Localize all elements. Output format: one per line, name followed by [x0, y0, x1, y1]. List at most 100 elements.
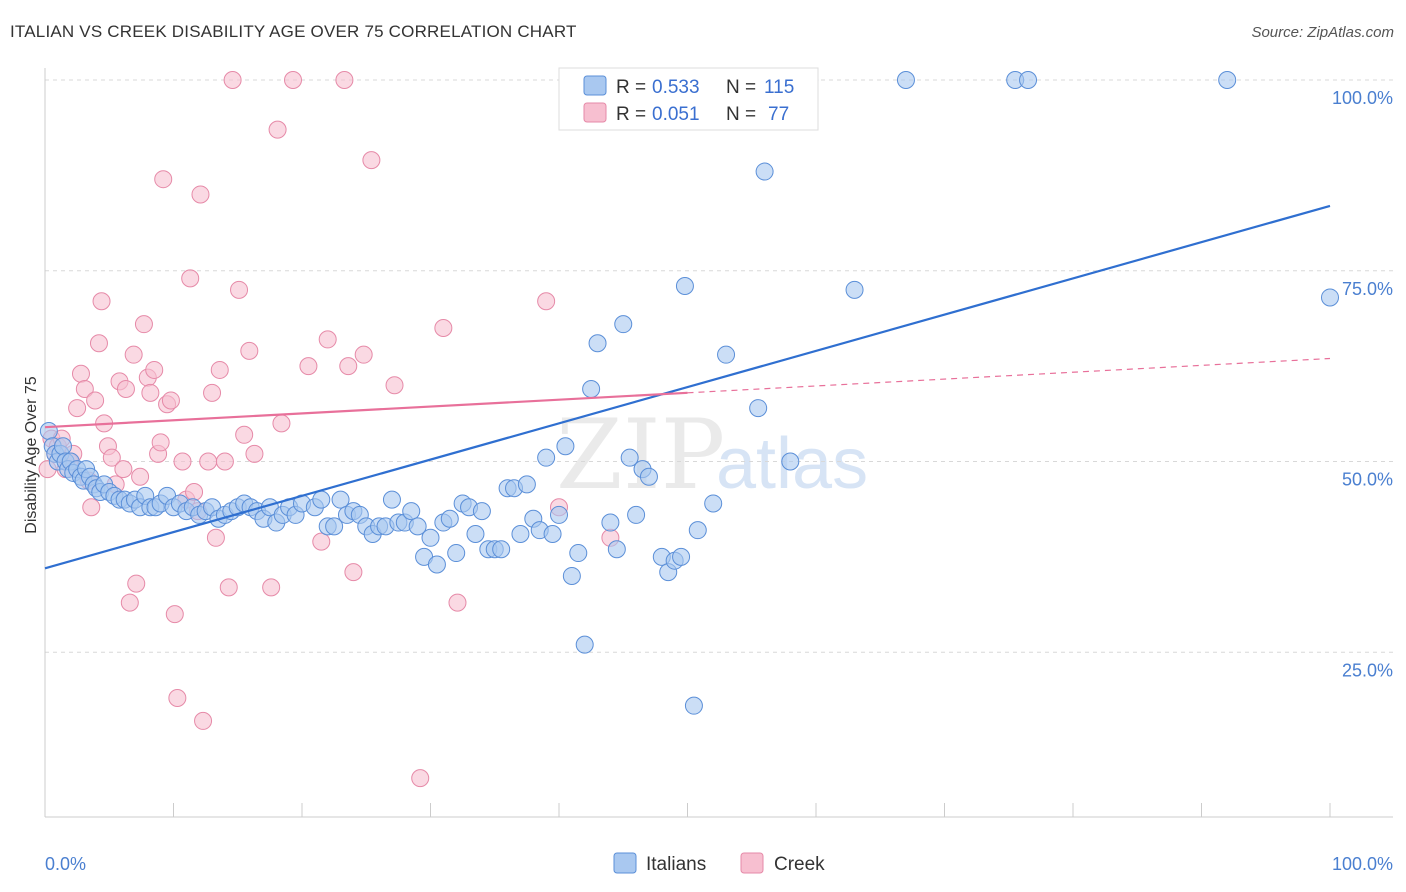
legend-top: R = 0.533 N = 115 R = 0.051 N = 77	[558, 67, 819, 131]
italians-point-119	[896, 71, 915, 89]
italians-points	[39, 71, 1339, 715]
legend-bottom-italians-swatch	[613, 852, 637, 874]
italians-point-112	[717, 345, 736, 364]
creek-point-37	[168, 689, 187, 708]
italians-point-89	[543, 524, 562, 543]
creek-trendline	[44, 391, 688, 429]
italians-point-81	[492, 540, 511, 559]
creek-point-22	[116, 380, 135, 399]
legend-bottom-creek-label: Creek	[774, 854, 825, 875]
creek-point-23	[120, 593, 139, 612]
legend-bottom: Italians Creek	[613, 852, 825, 875]
creek-point-71	[448, 593, 467, 612]
italians-point-67	[402, 502, 421, 521]
creek-point-56	[262, 578, 281, 597]
italians-point-108	[675, 277, 694, 296]
creek-point-70	[434, 318, 453, 337]
grid-lines	[45, 79, 1393, 653]
italians-point-70	[421, 528, 440, 547]
creek-point-53	[235, 425, 254, 444]
italians-point-98	[607, 540, 626, 559]
creek-point-30	[145, 360, 164, 379]
legend-italians-n-value: 115	[764, 77, 794, 98]
italians-point-109	[684, 696, 703, 715]
creek-point-46	[203, 383, 222, 402]
italians-point-99	[614, 315, 633, 334]
creek-point-40	[181, 269, 200, 288]
italians-point-97	[601, 513, 620, 532]
creek-trendline-extension	[687, 357, 1331, 394]
creek-point-55	[245, 444, 264, 463]
italians-point-114	[755, 162, 774, 181]
creek-point-44	[194, 711, 213, 730]
italians-point-93	[569, 544, 588, 563]
creek-point-58	[272, 414, 291, 433]
creek-point-21	[114, 460, 133, 479]
italians-point-94	[575, 635, 594, 654]
legend-italians-r-label: R =	[616, 77, 646, 98]
creek-point-61	[312, 532, 331, 551]
creek-point-48	[210, 360, 229, 379]
creek-point-32	[151, 433, 170, 452]
italians-point-121	[1019, 71, 1038, 89]
watermark-zip: ZIP	[556, 399, 725, 511]
italians-point-5	[53, 437, 72, 456]
creek-point-68	[385, 376, 404, 395]
creek-point-9	[71, 364, 90, 383]
creek-point-45	[199, 452, 218, 471]
creek-point-65	[344, 563, 363, 582]
legend-bottom-creek-swatch	[740, 852, 764, 874]
italians-point-101	[627, 505, 646, 524]
y-axis-label: Disability Age Over 75	[23, 376, 40, 534]
creek-point-13	[86, 391, 105, 410]
legend-creek-n-label: N =	[726, 104, 756, 125]
y-tick-labels: 25.0% 50.0% 75.0% 100.0%	[1332, 88, 1393, 680]
italians-point-68	[408, 517, 427, 536]
creek-point-24	[124, 345, 143, 364]
creek-point-18	[102, 448, 121, 467]
italians-point-113	[749, 399, 768, 418]
creek-point-33	[154, 170, 173, 189]
italians-point-110	[688, 521, 707, 540]
italians-point-123	[1321, 288, 1339, 307]
italians-point-115	[781, 452, 800, 471]
legend-italians-n-label: N =	[726, 77, 756, 98]
source-credit: Source: ZipAtlas.com	[1251, 24, 1394, 41]
creek-point-62	[318, 330, 337, 349]
creek-point-8	[68, 399, 87, 418]
creek-point-69	[411, 769, 430, 788]
creek-point-50	[219, 578, 238, 597]
italians-point-107	[672, 547, 691, 566]
legend-italians-swatch	[583, 75, 607, 96]
italians-point-90	[550, 505, 568, 524]
italians-point-100	[620, 448, 639, 467]
legend-bottom-italians-label: Italians	[646, 854, 706, 875]
legend-creek-r-label: R =	[616, 104, 646, 125]
x-tick-marks	[44, 803, 1331, 817]
creek-point-51	[223, 71, 242, 89]
creek-point-26	[131, 467, 150, 486]
italians-point-53	[312, 490, 331, 509]
creek-point-14	[89, 334, 108, 353]
italians-point-84	[511, 524, 530, 543]
x-tick-label-max: 100.0%	[1332, 854, 1393, 874]
italians-point-77	[466, 524, 485, 543]
italians-point-74	[447, 544, 466, 563]
italians-point-91	[556, 437, 575, 456]
creek-point-49	[215, 452, 234, 471]
italians-point-92	[562, 566, 581, 585]
creek-point-60	[299, 357, 318, 376]
creek-point-57	[268, 120, 287, 139]
italians-trendline	[44, 204, 1331, 570]
creek-point-15	[92, 292, 111, 311]
italians-point-71	[427, 555, 446, 574]
italians-point-111	[704, 494, 723, 513]
italians-point-78	[472, 502, 491, 521]
creek-point-47	[206, 528, 225, 547]
italians-point-0	[39, 421, 58, 440]
y-tick-label-2: 75.0%	[1342, 279, 1393, 299]
creek-point-35	[161, 391, 180, 410]
italians-point-118	[845, 280, 864, 299]
creek-point-27	[134, 315, 153, 334]
